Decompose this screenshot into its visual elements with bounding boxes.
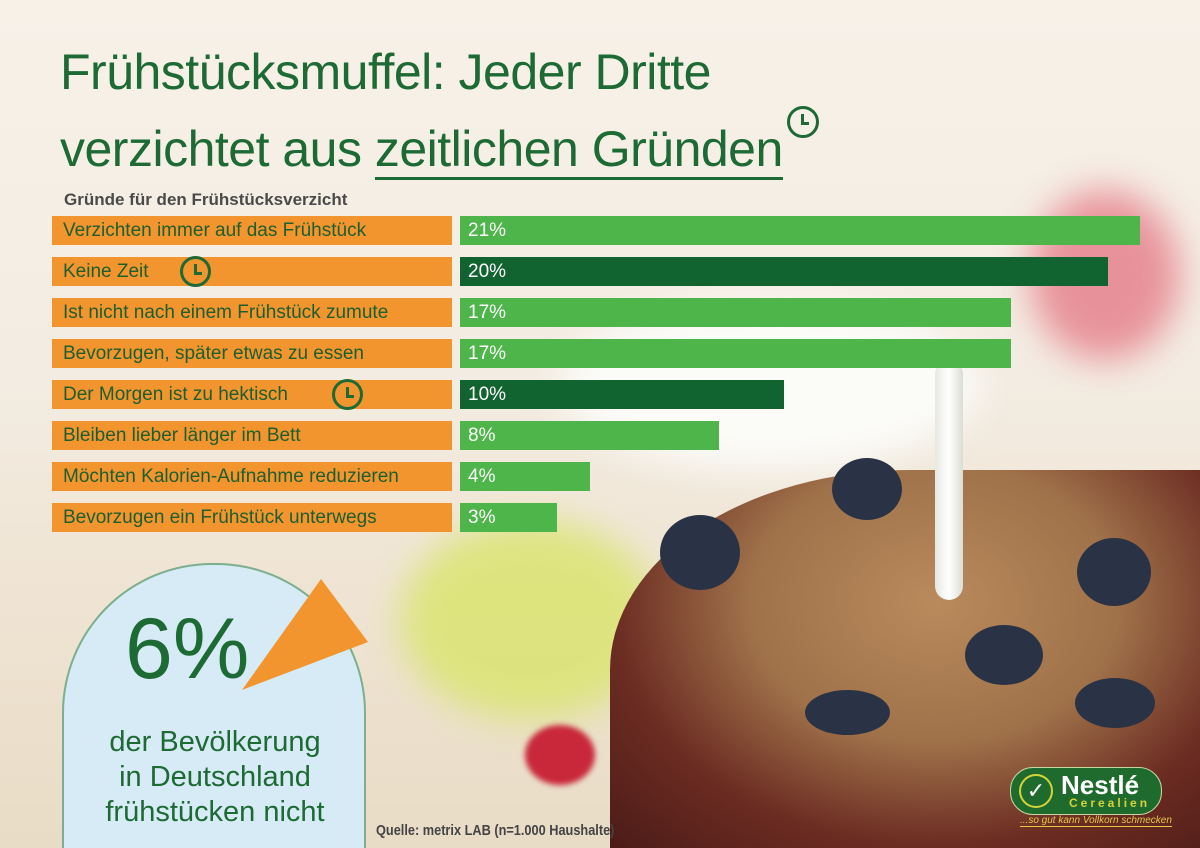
data-label: 21% — [468, 220, 507, 241]
category-label: Ist nicht nach einem Frühstück zumute — [52, 298, 452, 327]
blueberry — [660, 515, 740, 590]
source-note: Quelle: metrix LAB (n=1.000 Haushalte) — [376, 822, 615, 839]
highlight-line: frühstücken nicht — [105, 796, 325, 828]
category-label: Verzichten immer auf das Frühstück — [52, 216, 452, 245]
clock-icon — [332, 379, 363, 410]
title-line-1: Frühstücksmuffel: Jeder Dritte — [60, 44, 711, 100]
category-label: Bevorzugen, später etwas zu essen — [52, 339, 452, 368]
milk-stream — [935, 360, 963, 600]
nestle-logo: ✓ Nestlé Cerealien — [1010, 767, 1162, 815]
bar: 20% — [460, 257, 1108, 286]
wheat-check-icon: ✓ — [1019, 774, 1053, 808]
category-label: Möchten Kalorien-Aufnahme reduzieren — [52, 462, 452, 491]
clock-icon — [180, 256, 211, 287]
data-label: 3% — [468, 507, 496, 528]
bar: 10% — [460, 380, 784, 409]
logo-name: Nestlé — [1061, 770, 1140, 800]
data-label: 4% — [468, 466, 496, 487]
page-title: Frühstücksmuffel: Jeder Dritte verzichte… — [60, 38, 819, 183]
category-label: Keine Zeit — [52, 256, 452, 287]
category-label: Bevorzugen ein Frühstück unterwegs — [52, 503, 452, 532]
title-line-2: verzichtet aus — [60, 121, 375, 177]
highlight-value: 6% — [125, 601, 250, 697]
bar: 21% — [460, 216, 1141, 245]
data-label: 20% — [468, 261, 507, 282]
logo-slogan: ...so gut kann Vollkorn schmecken — [1020, 815, 1172, 827]
blueberry — [832, 458, 902, 520]
bar: 3% — [460, 503, 558, 532]
bar: 8% — [460, 421, 720, 450]
logo-sub: Cerealien — [1069, 796, 1151, 810]
category-label: Bleiben lieber länger im Bett — [52, 421, 452, 450]
highlight-line: in Deutschland — [119, 761, 311, 793]
blueberry — [805, 690, 890, 735]
clock-icon — [786, 106, 819, 138]
chart-title: Gründe für den Frühstücksverzicht — [64, 190, 348, 209]
data-label: 10% — [468, 384, 507, 405]
bar: 17% — [460, 298, 1011, 327]
category-label: Der Morgen ist zu hektisch — [52, 379, 452, 410]
bar: 4% — [460, 462, 590, 491]
bar: 17% — [460, 339, 1011, 368]
blueberry — [1077, 538, 1151, 606]
highlight-line: der Bevölkerung — [109, 726, 321, 758]
blueberry — [965, 625, 1043, 685]
blueberry — [1075, 678, 1155, 728]
title-underlined: zeitlichen Gründen — [374, 121, 783, 180]
highlight-text: der Bevölkerung in Deutschland frühstück… — [70, 725, 360, 830]
data-label: 8% — [468, 425, 496, 446]
data-label: 17% — [468, 302, 507, 323]
data-label: 17% — [468, 343, 507, 364]
background-cherry — [525, 725, 595, 785]
